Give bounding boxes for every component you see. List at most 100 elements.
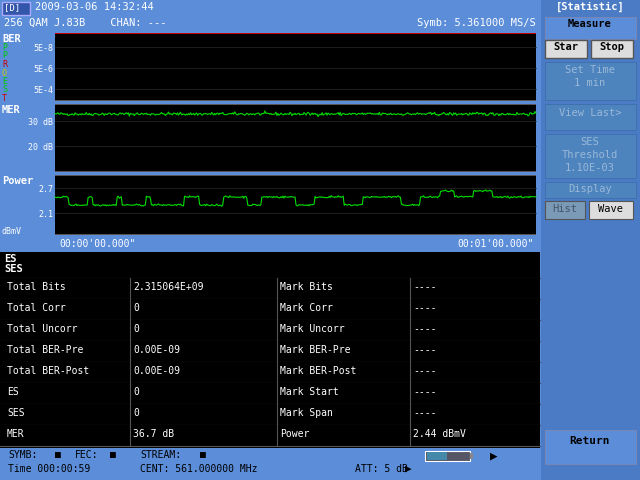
- Text: ■: ■: [110, 450, 116, 460]
- Text: Power: Power: [280, 429, 309, 439]
- Bar: [545, 104, 636, 130]
- Bar: [0, 104, 55, 172]
- Bar: [0, 341, 540, 362]
- Bar: [0, 0, 540, 17]
- Text: 2.1: 2.1: [38, 210, 53, 219]
- Text: 5E-4: 5E-4: [33, 86, 53, 95]
- Text: Measure: Measure: [568, 19, 612, 29]
- Text: ■: ■: [55, 450, 61, 460]
- Text: 20 dB: 20 dB: [28, 143, 53, 152]
- Bar: [545, 17, 636, 39]
- Text: 0.00E-09: 0.00E-09: [133, 345, 180, 355]
- Text: ----: ----: [413, 324, 436, 334]
- Text: [D]: [D]: [4, 3, 20, 12]
- Text: [Statistic]: [Statistic]: [556, 2, 625, 12]
- Text: P: P: [2, 43, 7, 52]
- Text: Mark Bits: Mark Bits: [280, 282, 333, 292]
- Text: E: E: [2, 77, 7, 86]
- Text: T: T: [2, 94, 7, 103]
- Text: ▶: ▶: [490, 450, 497, 463]
- Text: Total Uncorr: Total Uncorr: [7, 324, 77, 334]
- Text: 5E-8: 5E-8: [33, 44, 53, 53]
- Text: 2.44 dBmV: 2.44 dBmV: [413, 429, 466, 439]
- Text: Return: Return: [570, 436, 611, 446]
- Text: 2.7: 2.7: [38, 185, 53, 194]
- Bar: [55, 175, 536, 235]
- Text: Time 000:00:59: Time 000:00:59: [8, 464, 90, 474]
- Text: View Last>: View Last>: [559, 108, 621, 118]
- Bar: [0, 175, 55, 235]
- Text: Total Corr: Total Corr: [7, 303, 66, 313]
- Text: O: O: [2, 69, 7, 77]
- Text: 0: 0: [133, 408, 139, 418]
- Text: Stop: Stop: [600, 42, 625, 52]
- Text: 0: 0: [133, 324, 139, 334]
- Text: Symb: 5.361000 MS/S: Symb: 5.361000 MS/S: [417, 18, 536, 28]
- Bar: [0, 448, 540, 480]
- Bar: [425, 451, 470, 461]
- Text: SES: SES: [4, 264, 23, 274]
- Bar: [541, 0, 640, 480]
- Bar: [0, 320, 540, 341]
- Text: ----: ----: [413, 366, 436, 376]
- Bar: [589, 201, 633, 219]
- Text: Hist: Hist: [552, 204, 577, 214]
- Text: SES: SES: [7, 408, 24, 418]
- Bar: [0, 278, 540, 299]
- Bar: [545, 134, 636, 178]
- Text: Set Time: Set Time: [565, 65, 615, 75]
- Text: Total BER-Post: Total BER-Post: [7, 366, 89, 376]
- Text: ATT: 5 dB: ATT: 5 dB: [355, 464, 408, 474]
- Text: Total BER-Pre: Total BER-Pre: [7, 345, 83, 355]
- Bar: [545, 62, 636, 100]
- Bar: [591, 40, 633, 58]
- Text: Mark BER-Post: Mark BER-Post: [280, 366, 356, 376]
- Text: FEC:: FEC:: [75, 450, 99, 460]
- Text: ▶: ▶: [405, 464, 412, 474]
- Text: S: S: [2, 85, 7, 95]
- Text: Mark Uncorr: Mark Uncorr: [280, 324, 344, 334]
- Bar: [545, 201, 585, 219]
- Text: 30 dB: 30 dB: [28, 118, 53, 127]
- Text: Threshold: Threshold: [562, 150, 618, 160]
- Text: 256 QAM J.83B    CHAN: ---: 256 QAM J.83B CHAN: ---: [4, 18, 166, 28]
- Text: CENT: 561.000000 MHz: CENT: 561.000000 MHz: [140, 464, 257, 474]
- Text: dBmV: dBmV: [2, 227, 22, 236]
- Bar: [0, 252, 540, 448]
- Text: R: R: [2, 60, 7, 69]
- Bar: [0, 299, 540, 320]
- Bar: [545, 430, 636, 464]
- Bar: [55, 100, 536, 101]
- Text: Mark Span: Mark Span: [280, 408, 333, 418]
- Text: Power: Power: [2, 176, 33, 186]
- Bar: [545, 182, 636, 198]
- Bar: [470, 453, 473, 459]
- Bar: [545, 40, 587, 58]
- Bar: [55, 33, 536, 34]
- Text: 2009-03-06 14:32:44: 2009-03-06 14:32:44: [35, 2, 154, 12]
- Text: 1.10E-03: 1.10E-03: [565, 163, 615, 173]
- Text: 36.7 dB: 36.7 dB: [133, 429, 174, 439]
- Text: Mark Start: Mark Start: [280, 387, 339, 397]
- Text: STREAM:: STREAM:: [140, 450, 181, 460]
- Text: SYMB:: SYMB:: [8, 450, 37, 460]
- Text: Mark BER-Pre: Mark BER-Pre: [280, 345, 351, 355]
- Text: ----: ----: [413, 282, 436, 292]
- Text: ■: ■: [200, 450, 206, 460]
- Text: P: P: [2, 51, 7, 60]
- Text: Display: Display: [568, 184, 612, 194]
- Text: MER: MER: [7, 429, 24, 439]
- Text: 5E-6: 5E-6: [33, 65, 53, 74]
- Text: Mark Corr: Mark Corr: [280, 303, 333, 313]
- Text: ----: ----: [413, 387, 436, 397]
- Text: ES: ES: [7, 387, 19, 397]
- Text: ----: ----: [413, 408, 436, 418]
- Text: SES: SES: [580, 137, 600, 147]
- Bar: [0, 33, 55, 101]
- Text: 1 min: 1 min: [574, 78, 605, 88]
- Bar: [55, 104, 536, 172]
- Text: Wave: Wave: [598, 204, 623, 214]
- Text: 2.315064E+09: 2.315064E+09: [133, 282, 204, 292]
- Text: ES: ES: [4, 254, 17, 264]
- Bar: [55, 33, 536, 101]
